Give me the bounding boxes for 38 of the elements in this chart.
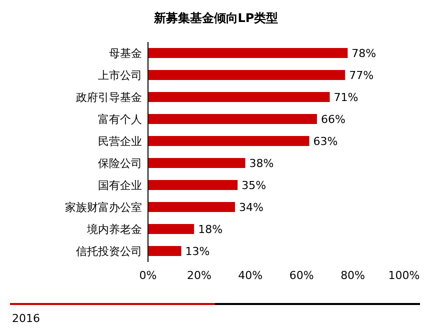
bar (148, 70, 346, 80)
bar (148, 48, 348, 58)
data-label: 66% (320, 113, 346, 126)
y-tick-label: 上市公司 (98, 69, 142, 82)
data-label: 71% (334, 91, 358, 104)
data-label: 63% (313, 135, 338, 148)
data-label: 13% (185, 245, 210, 258)
bar (148, 92, 330, 102)
data-label: 35% (242, 179, 266, 192)
x-tick-label: 20% (186, 269, 212, 282)
bar (148, 158, 246, 168)
x-tick-label: 100% (388, 269, 420, 282)
x-tick-label: 80% (340, 269, 366, 282)
y-tick-label: 民营企业 (98, 135, 142, 148)
text: 2016 (12, 312, 40, 325)
x-tick-label: 0% (139, 269, 157, 282)
bar (148, 224, 194, 234)
y-tick-label: 富有个人 (98, 113, 142, 126)
data-label: 77% (349, 69, 374, 82)
data-label: 78% (352, 47, 376, 60)
y-tick-label: 政府引导基金 (76, 91, 142, 104)
data-label: 34% (239, 201, 264, 214)
bar (148, 202, 236, 212)
data-label: 18% (198, 223, 223, 236)
y-tick-label: 境内养老金 (86, 223, 142, 236)
bar (148, 246, 182, 256)
y-tick-label: 国有企业 (98, 179, 142, 192)
y-tick-label: 家族财富办公室 (65, 201, 142, 214)
y-tick-label: 母基金 (109, 47, 142, 60)
bar (148, 114, 317, 124)
x-tick-label: 60% (289, 269, 314, 282)
chart-title: 新募集基金倾向LP类型 (152, 11, 278, 25)
bar (148, 136, 310, 146)
x-tick-label: 40% (238, 269, 263, 282)
y-tick-label: 保险公司 (98, 157, 142, 170)
y-tick-label: 信托投资公司 (76, 245, 142, 258)
data-label: 38% (249, 157, 274, 170)
bar (148, 180, 238, 190)
